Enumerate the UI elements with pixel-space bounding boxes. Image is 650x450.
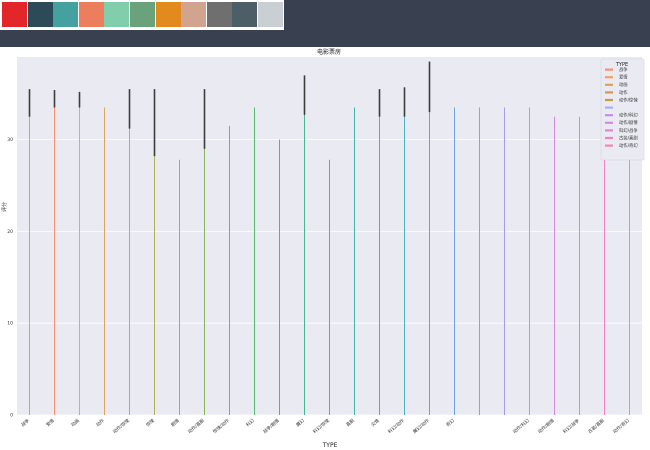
y-tick-label: 30 [7, 137, 13, 143]
x-tick-label: 奇幻 [444, 417, 456, 428]
bar [154, 125, 155, 415]
legend-swatch [605, 91, 613, 94]
legend-label: 动作/奇幻 [619, 142, 638, 149]
palette-swatch [104, 2, 130, 27]
legend-swatch [605, 83, 613, 86]
error-bars [28, 61, 431, 157]
legend-label: 动作 [619, 89, 628, 96]
chart-title: 电影票房 [317, 48, 341, 56]
bar [54, 107, 55, 415]
legend-swatch [605, 121, 613, 124]
top-bar [0, 0, 650, 47]
bar [579, 116, 580, 416]
y-axis-label: 评分 [1, 202, 8, 212]
legend-swatch [605, 106, 613, 109]
bar [329, 159, 330, 415]
legend: TYPE 战争爱情动画动作动作/惊悚动作/科幻动作/剧情科幻/战争古装/喜剧动作… [600, 58, 645, 161]
bar [554, 116, 555, 416]
x-tick-label: 战争 [19, 417, 31, 428]
legend-label: 爱情 [619, 74, 628, 81]
bar [279, 139, 280, 415]
y-tick-label: 10 [7, 321, 13, 327]
x-tick-label: 动作 [94, 417, 106, 428]
x-tick-label: 动画 [69, 417, 81, 428]
bar [379, 107, 380, 415]
bar [104, 107, 105, 415]
palette-swatch [53, 2, 79, 27]
bar [129, 116, 130, 416]
x-tick-label: 惊悚 [144, 417, 156, 428]
bar [79, 107, 80, 415]
x-tick-label: 喜剧 [344, 417, 356, 428]
x-tick-label: 科幻 [244, 417, 256, 428]
palette-swatch [27, 2, 53, 27]
bar [629, 116, 630, 416]
x-axis-label: TYPE [322, 442, 338, 449]
bar [404, 107, 405, 415]
bars [29, 104, 630, 416]
y-tick-labels: 0 10 20 30 [7, 137, 13, 418]
palette-swatch [130, 2, 155, 27]
x-tick-label: 灾难 [369, 417, 381, 428]
legend-label: 科幻/战争 [619, 127, 638, 134]
bar [454, 107, 455, 415]
legend-title: TYPE [615, 62, 628, 68]
palette-swatch [78, 2, 104, 27]
bar [354, 107, 355, 415]
legend-label: 动作/剧情 [619, 119, 638, 126]
bar [479, 107, 480, 415]
palette-swatch [232, 2, 258, 27]
palette-swatch [155, 2, 181, 27]
bar [254, 107, 255, 415]
legend-swatch [605, 98, 613, 102]
bar [529, 107, 530, 415]
legend-label: 战争 [619, 66, 628, 73]
palette-swatch [206, 2, 232, 27]
bar [229, 125, 230, 415]
bar [29, 104, 30, 415]
legend-swatch [605, 76, 613, 79]
legend-swatch [605, 136, 613, 140]
x-tick-label: 爱情 [44, 417, 56, 428]
bar [604, 116, 605, 416]
legend-label: 动画 [619, 81, 628, 88]
color-palette [0, 0, 284, 30]
x-tick-label: 魔幻 [294, 417, 306, 428]
palette-swatch [2, 2, 27, 27]
y-tick-label: 0 [10, 413, 13, 419]
y-tick-label: 20 [7, 229, 13, 235]
legend-label: 古装/喜剧 [619, 134, 638, 141]
palette-swatch [258, 2, 283, 27]
x-tick-label: 剧情 [169, 417, 181, 428]
bar [204, 125, 205, 415]
legend-label: 动作/科幻 [619, 112, 638, 119]
bar [504, 107, 505, 415]
palette-swatch [181, 2, 207, 27]
bar [304, 107, 305, 415]
legend-swatch [605, 114, 613, 117]
legend-swatch [605, 129, 613, 132]
bar [429, 107, 430, 415]
legend-swatch [605, 144, 613, 147]
legend-label: 动作/惊悚 [619, 96, 638, 103]
bar [179, 159, 180, 415]
legend-swatch [605, 68, 613, 71]
